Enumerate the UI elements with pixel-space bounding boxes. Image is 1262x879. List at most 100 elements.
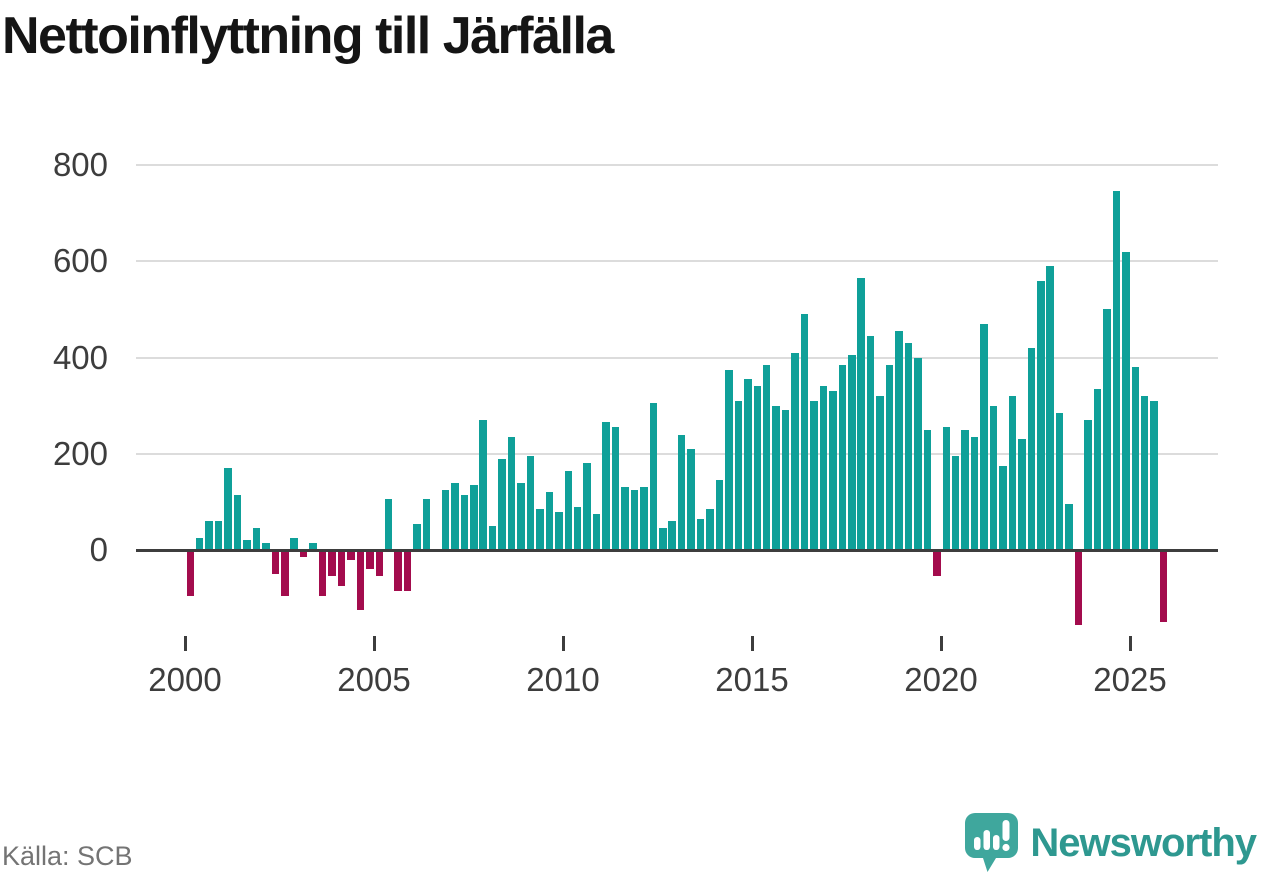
bar-2025-q1 xyxy=(1131,367,1139,550)
bar-2008-q2 xyxy=(498,458,506,550)
bar-2000-q2 xyxy=(195,537,204,550)
bar-2007-q2 xyxy=(460,494,469,550)
bar-2002-q3 xyxy=(281,550,289,596)
bar-2003-q2 xyxy=(309,542,317,550)
bar-2013-q3 xyxy=(696,518,705,550)
x-tick-label-2025: 2025 xyxy=(1093,661,1167,698)
bar-2017-q3 xyxy=(848,355,856,550)
bar-2017-q2 xyxy=(838,364,847,550)
x-tick-2000 xyxy=(183,636,187,651)
bar-chart-plot: 0 200 400 600 800 2000 2005 2010 2015 2020 2025 xyxy=(52,146,1218,698)
chart-title: Nettoinflyttning till Järfälla xyxy=(2,7,614,65)
y-tick-label-200: 200 xyxy=(52,434,108,472)
bar-2019-q4 xyxy=(933,550,941,577)
logo-exclamation-dot xyxy=(1002,843,1010,851)
bar-2001-q4 xyxy=(252,528,261,550)
x-tick-2010 xyxy=(561,636,565,651)
gridline-600 xyxy=(136,260,1218,263)
bar-2010-q3 xyxy=(583,463,591,550)
bar-2007-q1 xyxy=(451,482,459,550)
bar-2023-q4 xyxy=(1084,420,1092,550)
bar-2006-q1 xyxy=(413,523,421,550)
bar-2011-q4 xyxy=(630,489,639,550)
bar-2019-q2 xyxy=(914,357,922,550)
bar-2017-q1 xyxy=(829,391,837,550)
y-tick-label-800: 800 xyxy=(52,146,108,183)
bar-2016-q4 xyxy=(819,386,828,550)
bar-2015-q1 xyxy=(753,386,761,550)
bar-2001-q1 xyxy=(224,468,232,550)
bar-2014-q1 xyxy=(715,480,724,550)
bar-2006-q2 xyxy=(422,499,431,550)
bar-2004-q2 xyxy=(347,550,355,560)
bar-2023-q3 xyxy=(1074,550,1083,625)
bar-2023-q1 xyxy=(1055,412,1064,550)
x-tick-label-2015: 2015 xyxy=(715,661,789,698)
bar-2004-q3 xyxy=(356,550,365,611)
bar-2006-q4 xyxy=(441,489,450,550)
bar-2014-q3 xyxy=(734,400,743,550)
bar-2021-q1 xyxy=(980,323,988,550)
bar-2002-q4 xyxy=(290,537,298,550)
bar-2019-q1 xyxy=(904,343,913,550)
bar-2005-q4 xyxy=(403,550,412,591)
bar-2002-q1 xyxy=(262,542,270,550)
gridline-200 xyxy=(136,452,1218,455)
bar-2022-q4 xyxy=(1046,266,1054,550)
bar-2022-q1 xyxy=(1018,439,1026,550)
x-tick-label-2020: 2020 xyxy=(904,661,978,698)
bar-2012-q3 xyxy=(659,528,667,550)
bar-2020-q4 xyxy=(970,436,979,550)
bar-2011-q3 xyxy=(621,487,629,550)
bar-2003-q4 xyxy=(328,550,336,577)
bar-2022-q3 xyxy=(1037,280,1045,550)
bar-2024-q1 xyxy=(1093,388,1102,550)
y-tick-label-0: 0 xyxy=(89,531,108,568)
bar-2015-q3 xyxy=(772,405,780,550)
bar-2014-q4 xyxy=(744,379,752,550)
newsworthy-logo: Newsworthy xyxy=(964,810,1257,876)
x-tick-2005 xyxy=(372,636,376,651)
x-tick-label-2005: 2005 xyxy=(337,661,411,698)
bar-2019-q3 xyxy=(923,429,932,550)
bar-2002-q2 xyxy=(271,550,280,575)
logo-bar-1 xyxy=(974,836,981,850)
gridline-800 xyxy=(136,164,1218,166)
bar-2011-q2 xyxy=(611,427,620,550)
gridline-400 xyxy=(136,356,1218,359)
bar-2016-q2 xyxy=(800,314,809,550)
x-tick-2015 xyxy=(750,636,754,651)
bar-2009-q2 xyxy=(536,509,544,550)
bar-2000-q3 xyxy=(205,521,213,550)
bar-2021-q4 xyxy=(1008,396,1017,550)
newsworthy-wordmark: Newsworthy xyxy=(1030,821,1257,865)
speech-bubble-shape xyxy=(965,812,1019,872)
logo-bar-3 xyxy=(993,834,1000,850)
bar-2013-q1 xyxy=(677,434,686,550)
bar-2005-q3 xyxy=(394,550,402,591)
bar-2000-q4 xyxy=(214,521,223,550)
bar-2021-q3 xyxy=(999,465,1007,550)
bar-2007-q4 xyxy=(479,420,487,550)
bar-2018-q1 xyxy=(866,335,875,550)
bar-2018-q2 xyxy=(876,396,884,550)
bar-2014-q2 xyxy=(725,369,733,550)
bar-2001-q3 xyxy=(243,540,251,550)
bar-2008-q1 xyxy=(488,525,497,550)
bar-2003-q1 xyxy=(299,550,308,558)
bar-2004-q1 xyxy=(337,550,346,587)
bar-2015-q2 xyxy=(762,364,771,550)
bar-2025-q4 xyxy=(1159,550,1168,623)
bar-2015-q4 xyxy=(781,410,790,550)
bar-2010-q4 xyxy=(592,513,601,550)
bar-2021-q2 xyxy=(989,405,998,550)
bar-2008-q3 xyxy=(507,436,516,550)
bar-2005-q1 xyxy=(375,550,383,577)
bar-2012-q2 xyxy=(649,403,658,550)
bar-2012-q4 xyxy=(668,521,676,550)
bar-2008-q4 xyxy=(517,482,525,550)
bar-2003-q3 xyxy=(318,550,327,596)
bar-2022-q2 xyxy=(1027,347,1036,550)
bar-2018-q4 xyxy=(895,331,903,550)
